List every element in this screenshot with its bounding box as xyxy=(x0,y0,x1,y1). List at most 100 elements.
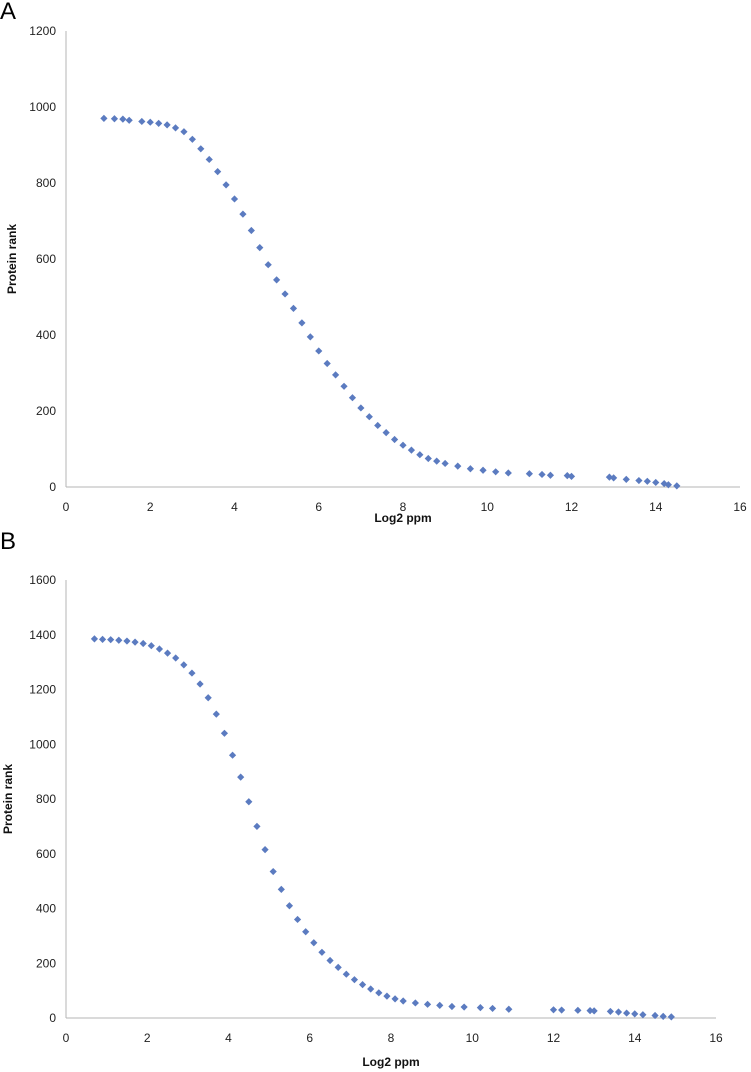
data-point xyxy=(310,939,318,947)
data-point xyxy=(188,135,196,143)
data-point xyxy=(416,451,424,459)
y-tick-label: 200 xyxy=(36,956,56,970)
data-point xyxy=(574,1006,582,1014)
data-point xyxy=(460,1003,468,1011)
data-point xyxy=(476,1003,484,1012)
data-point xyxy=(212,710,220,718)
data-point xyxy=(365,413,373,421)
data-point xyxy=(197,145,205,153)
data-point xyxy=(119,115,127,123)
x-tick-label: 6 xyxy=(306,1031,313,1045)
data-point xyxy=(549,1006,558,1014)
data-point xyxy=(125,116,133,124)
data-point xyxy=(264,261,272,269)
data-point xyxy=(163,649,172,657)
x-tick-label: 16 xyxy=(733,500,747,514)
y-tick-label: 1400 xyxy=(29,628,56,642)
data-point xyxy=(155,119,163,127)
data-point xyxy=(639,1011,647,1019)
data-point xyxy=(563,472,571,480)
x-tick-label: 16 xyxy=(709,1031,723,1045)
data-point xyxy=(667,1013,675,1021)
data-point xyxy=(505,1005,513,1013)
data-point xyxy=(205,155,213,164)
data-point xyxy=(302,928,310,936)
chart-panel-a: A 0 200 400 600 800 1000 1200 0 2 4 6 8 10 12 14 16 Log2… xyxy=(0,0,751,530)
data-point xyxy=(306,333,314,341)
data-point xyxy=(374,421,382,430)
y-tick-label: 1000 xyxy=(29,737,56,751)
data-point xyxy=(332,371,340,379)
y-axis-label: Protein rank xyxy=(5,224,19,294)
data-point xyxy=(441,459,449,468)
x-tick-label: 14 xyxy=(628,1031,642,1045)
data-point xyxy=(269,867,277,876)
data-point xyxy=(239,210,247,218)
data-point xyxy=(222,181,230,189)
data-point xyxy=(228,751,237,759)
data-point xyxy=(407,446,416,454)
data-point xyxy=(188,669,196,677)
x-tick-label: 10 xyxy=(466,1031,480,1045)
data-point xyxy=(237,773,245,781)
data-point xyxy=(610,474,618,482)
data-point xyxy=(357,404,365,412)
data-point xyxy=(567,472,576,480)
panel-letter-b: B xyxy=(0,528,17,555)
data-point xyxy=(423,1000,432,1008)
data-point xyxy=(139,639,147,648)
data-point xyxy=(391,995,399,1003)
x-axis-label: Log2 ppm xyxy=(362,1055,419,1069)
data-point xyxy=(100,114,108,122)
data-point xyxy=(504,469,512,477)
data-point xyxy=(147,642,155,650)
data-point xyxy=(285,902,294,910)
data-point xyxy=(348,394,357,402)
data-point xyxy=(220,729,229,737)
data-point xyxy=(631,1010,639,1018)
data-point xyxy=(538,470,546,479)
data-point xyxy=(614,1008,623,1016)
data-point xyxy=(98,635,107,644)
data-point xyxy=(245,798,253,806)
data-point xyxy=(323,359,331,368)
data-point xyxy=(659,1012,667,1020)
data-point xyxy=(293,915,302,924)
data-point xyxy=(558,1006,566,1014)
x-tick-label: 12 xyxy=(565,500,579,514)
x-tick-label: 0 xyxy=(63,1031,70,1045)
data-point xyxy=(623,1009,631,1017)
data-point xyxy=(606,1007,614,1016)
data-point xyxy=(318,948,326,956)
data-point xyxy=(399,997,407,1005)
data-point xyxy=(273,276,281,284)
data-point xyxy=(652,478,660,487)
data-point xyxy=(586,1007,594,1015)
y-tick-label: 1600 xyxy=(29,573,56,587)
x-tick-label: 12 xyxy=(547,1031,561,1045)
data-point xyxy=(664,481,672,489)
data-point xyxy=(546,471,555,479)
x-tick-label: 4 xyxy=(231,500,238,514)
data-point xyxy=(342,970,350,978)
data-point xyxy=(298,319,306,327)
data-point xyxy=(454,462,462,470)
panel-letter-a: A xyxy=(0,0,17,25)
data-point xyxy=(375,989,383,997)
data-point xyxy=(488,1004,497,1013)
x-tick-label: 2 xyxy=(147,500,154,514)
data-point xyxy=(492,468,500,476)
y-tick-label: 0 xyxy=(49,1011,56,1025)
y-tick-label: 600 xyxy=(36,847,56,861)
data-point xyxy=(171,124,180,132)
x-tick-label: 6 xyxy=(315,500,322,514)
data-point xyxy=(253,822,261,830)
data-point xyxy=(138,117,146,126)
data-point xyxy=(326,956,334,965)
data-point xyxy=(107,636,115,644)
data-point xyxy=(281,290,289,298)
data-point xyxy=(399,441,407,449)
data-point xyxy=(196,680,204,688)
data-point xyxy=(131,638,139,646)
data-point xyxy=(230,195,239,203)
